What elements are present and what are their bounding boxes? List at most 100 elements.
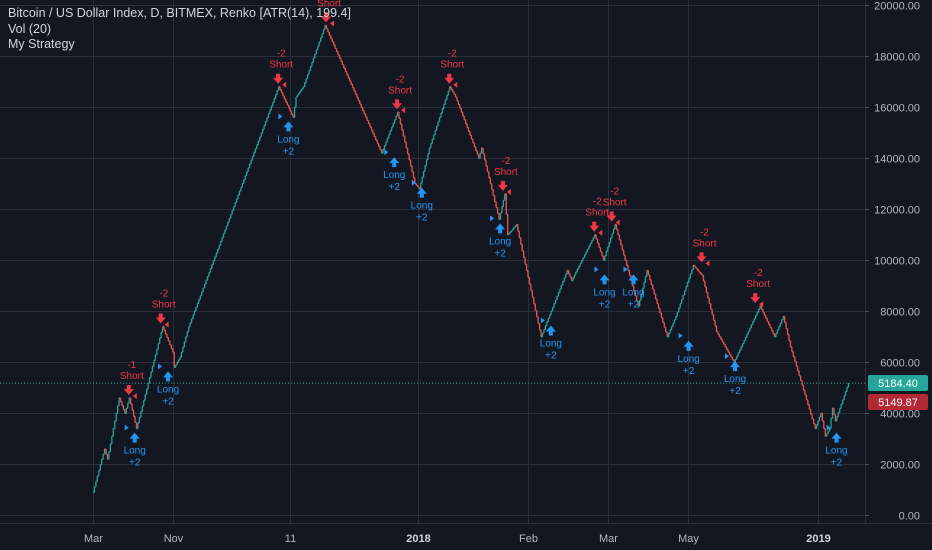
y-tick-label: 16000.00	[874, 103, 920, 115]
short-qty-label: -2	[501, 156, 510, 167]
short-label: Short	[269, 60, 293, 71]
chart-legend: Bitcoin / US Dollar Index, D, BITMEX, Re…	[8, 6, 351, 53]
x-tick-label: Mar	[599, 533, 618, 545]
short-marker-icon	[615, 219, 620, 226]
short-label: Short	[317, 0, 341, 10]
short-marker-icon	[598, 229, 603, 236]
long-arrow-icon	[163, 371, 174, 382]
long-arrow-icon	[389, 157, 400, 168]
short-qty-label: -2	[610, 187, 619, 198]
strategy-label[interactable]: My Strategy	[8, 37, 75, 51]
volume-indicator-label[interactable]: Vol (20)	[8, 21, 52, 36]
short-arrow-icon	[606, 211, 617, 222]
long-qty-label: +2	[729, 386, 741, 397]
long-signal: Long+2	[622, 266, 645, 310]
long-label: Long	[540, 338, 562, 349]
long-signal: Long+2	[540, 317, 562, 361]
long-arrow-icon	[683, 340, 694, 351]
short-label: Short	[388, 85, 412, 96]
long-label: Long	[411, 201, 433, 212]
short-arrow-icon	[589, 221, 600, 232]
short-label: Short	[440, 60, 464, 71]
y-tick-label: 2000.00	[880, 460, 920, 472]
long-label: Long	[157, 384, 179, 395]
short-marker-icon	[759, 301, 764, 308]
short-qty-label: -2	[593, 197, 602, 208]
short-qty-label: -2	[700, 227, 709, 238]
short-arrow-icon	[273, 73, 284, 84]
short-arrow-icon	[155, 313, 166, 324]
short-qty-label: -2	[754, 268, 763, 279]
long-qty-label: +2	[162, 396, 174, 407]
long-marker-icon	[384, 149, 389, 156]
price-axis[interactable]: 0.00 2000.00 4000.00 6000.00 8000.00 10000.00…	[865, 1, 920, 523]
long-qty-label: +2	[494, 248, 506, 259]
time-axis[interactable]: Mar Nov 11 2018 Feb Mar May 2019	[0, 523, 932, 546]
short-label: Short	[603, 198, 627, 209]
symbol-title[interactable]: Bitcoin / US Dollar Index, D, BITMEX, Re…	[8, 6, 351, 20]
long-marker-icon	[278, 113, 283, 120]
long-label: Long	[677, 354, 699, 365]
long-signal: Long+2	[593, 266, 616, 310]
long-arrow-icon	[495, 223, 506, 234]
long-signal: Long+2	[277, 113, 300, 157]
long-signal: Long+2	[489, 215, 511, 259]
long-marker-icon	[623, 266, 628, 273]
long-arrow-icon	[730, 361, 740, 372]
long-label: Long	[724, 374, 746, 385]
x-tick-label: 2018	[406, 533, 430, 545]
long-marker-icon	[124, 424, 129, 431]
long-arrow-icon	[416, 187, 427, 198]
short-qty-label: -2	[396, 74, 405, 85]
long-marker-icon	[158, 363, 163, 370]
long-qty-label: +2	[628, 299, 640, 310]
short-qty-label: -2	[448, 49, 457, 60]
long-marker-icon	[540, 317, 545, 324]
long-label: Long	[383, 170, 405, 181]
long-label: Long	[277, 134, 299, 145]
long-marker-icon	[725, 353, 729, 360]
short-arrow-icon	[123, 384, 134, 395]
x-tick-label: Mar	[84, 533, 103, 545]
short-arrow-icon	[392, 99, 403, 110]
long-label: Long	[124, 446, 146, 457]
short-arrow-icon	[696, 252, 707, 263]
short-marker-icon	[282, 81, 287, 88]
long-qty-label: +2	[683, 366, 695, 377]
short-marker-icon	[506, 188, 511, 195]
short-marker-icon	[453, 81, 458, 88]
short-arrow-icon	[750, 293, 761, 304]
long-qty-label: +2	[831, 458, 843, 469]
long-signal: Long+2	[157, 363, 179, 407]
long-qty-label: +2	[599, 299, 611, 310]
short-marker-icon	[705, 260, 710, 267]
long-signal: Long+2	[124, 424, 146, 469]
long-arrow-icon	[129, 432, 140, 443]
y-tick-label: 8000.00	[880, 307, 920, 319]
short-arrow-icon	[497, 180, 508, 191]
short-label: Short	[746, 279, 770, 290]
long-marker-icon	[826, 424, 831, 431]
short-qty-label: -2	[159, 289, 168, 300]
long-qty-label: +2	[129, 458, 141, 469]
long-arrow-icon	[283, 121, 294, 132]
long-qty-label: +2	[283, 146, 295, 157]
y-tick-label: 0.00	[899, 511, 920, 523]
long-signal: Long+2	[411, 179, 433, 224]
last-price-label: 5184.40	[878, 378, 918, 390]
y-tick-label: 18000.00	[874, 52, 920, 64]
short-qty-label: -2	[277, 49, 286, 60]
short-label: Short	[120, 371, 144, 382]
x-tick-label: May	[678, 533, 699, 545]
y-tick-label: 20000.00	[874, 1, 920, 13]
long-marker-icon	[594, 266, 599, 273]
short-label: Short	[693, 238, 717, 249]
x-tick-label: Feb	[519, 533, 538, 545]
